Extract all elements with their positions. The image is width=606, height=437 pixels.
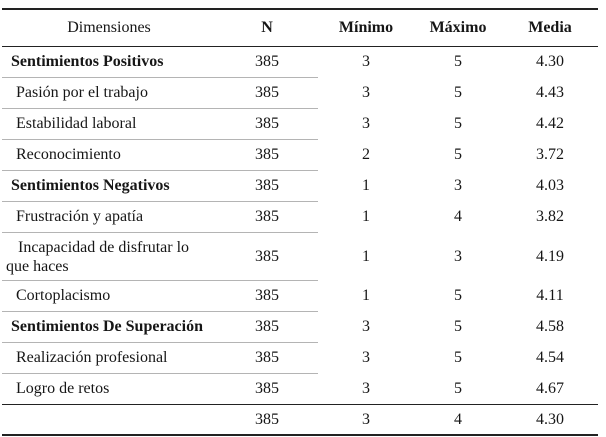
row-label: Reconocimiento (2, 139, 216, 171)
table-row: Incapacidad de disfrutar lo que haces 38… (2, 232, 598, 281)
cell-n: 385 (216, 139, 318, 171)
cell-n: 385 (216, 108, 318, 140)
cell-n: 385 (216, 311, 318, 343)
row-label (2, 404, 216, 436)
cell-max: 3 (454, 247, 462, 265)
cell-n: 385 (216, 77, 318, 109)
cell-media: 4.67 (536, 379, 564, 397)
row-label: Sentimientos De Superación (2, 311, 216, 343)
cell-n: 385 (216, 280, 318, 312)
row-label: Sentimientos Positivos (2, 46, 216, 78)
cell-media: 3.72 (536, 146, 564, 163)
cell-n: 385 (216, 170, 318, 202)
row-label: Pasión por el trabajo (2, 77, 216, 109)
cell-media: 4.19 (536, 247, 564, 265)
cell-media: 3.82 (536, 208, 564, 225)
header-media: Media (502, 8, 598, 47)
cell-min: 3 (362, 53, 370, 71)
header-row: Dimensiones N Mínimo Máximo Media (2, 8, 598, 47)
cell-min: 1 (362, 208, 370, 225)
cell-min: 3 (362, 349, 370, 366)
cell-n: 385 (216, 404, 318, 436)
row-label: Frustración y apatía (2, 201, 216, 233)
cell-min: 3 (362, 379, 370, 397)
descriptive-stats-table: Dimensiones N Mínimo Máximo Media Sentim… (2, 8, 598, 436)
cell-max: 5 (454, 318, 462, 335)
header-minimo: Mínimo (318, 8, 414, 47)
row-label: Realización profesional (2, 342, 216, 374)
table-row: Frustración y apatía 385 1 4 3.82 (2, 201, 598, 233)
cell-media: 4.11 (536, 287, 564, 304)
cell-n: 385 (216, 342, 318, 374)
cell-max: 5 (454, 287, 462, 304)
cell-n: 385 (216, 46, 318, 78)
cell-min: 3 (362, 115, 370, 132)
cell-max: 3 (454, 177, 462, 194)
table-row: Logro de retos 385 3 5 4.67 (2, 374, 598, 405)
row-label-text: Incapacidad de disfrutar lo que haces (6, 238, 190, 275)
cell-min: 1 (362, 247, 370, 265)
cell-max: 5 (454, 84, 462, 101)
row-label: Sentimientos Negativos (2, 170, 216, 202)
row-label: Estabilidad laboral (2, 108, 216, 140)
table-row: Sentimientos Negativos 385 1 3 4.03 (2, 170, 598, 202)
cell-max: 5 (454, 349, 462, 366)
cell-media: 4.58 (536, 318, 564, 335)
row-label: Cortoplacismo (2, 280, 216, 312)
cell-min: 1 (362, 177, 370, 194)
cell-min: 2 (362, 146, 370, 163)
table-total-row: 385 3 4 4.30 (2, 404, 598, 436)
cell-media: 4.42 (536, 115, 564, 132)
cell-media: 4.03 (536, 177, 564, 194)
cell-max: 5 (454, 146, 462, 163)
table-row: Estabilidad laboral 385 3 5 4.42 (2, 108, 598, 140)
header-dimensiones: Dimensiones (2, 8, 216, 47)
table-row: Pasión por el trabajo 385 3 5 4.43 (2, 77, 598, 109)
row-label: Incapacidad de disfrutar lo que haces (2, 232, 216, 281)
table-row: Realización profesional 385 3 5 4.54 (2, 342, 598, 374)
cell-max: 4 (414, 404, 502, 436)
table-row: Sentimientos De Superación 385 3 5 4.58 (2, 311, 598, 343)
table-row: Reconocimiento 385 2 5 3.72 (2, 139, 598, 171)
cell-n: 385 (255, 380, 279, 397)
cell-max: 5 (454, 115, 462, 132)
cell-min: 3 (362, 84, 370, 101)
cell-media: 4.54 (536, 349, 564, 366)
table-row: Sentimientos Positivos 385 3 5 4.30 (2, 46, 598, 78)
header-n: N (216, 8, 318, 47)
cell-max: 5 (454, 379, 462, 397)
row-label: Logro de retos (16, 380, 110, 397)
table-header: Dimensiones N Mínimo Máximo Media (2, 8, 598, 47)
cell-min: 3 (362, 318, 370, 335)
cell-media: 4.43 (536, 84, 564, 101)
cell-max: 5 (454, 53, 462, 71)
cell-min: 3 (318, 404, 414, 436)
cell-n: 385 (216, 232, 318, 281)
header-maximo: Máximo (414, 8, 502, 47)
table-row: Cortoplacismo 385 1 5 4.11 (2, 280, 598, 312)
cell-media: 4.30 (502, 404, 598, 436)
cell-max: 4 (454, 208, 462, 225)
cell-media: 4.30 (536, 53, 564, 71)
cell-n: 385 (216, 201, 318, 233)
cell-min: 1 (362, 287, 370, 304)
